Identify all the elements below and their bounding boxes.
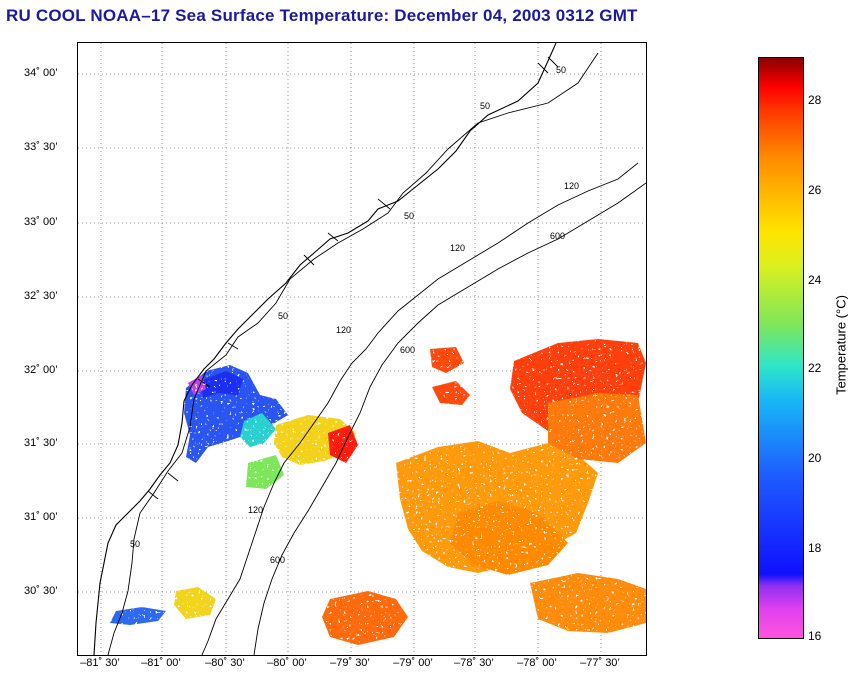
cold-water-core <box>200 371 243 398</box>
lat-label: 34˚ 00’ <box>24 67 58 79</box>
lon-label: –79˚ 00’ <box>393 657 433 669</box>
colorbar-label: Temperature (°C) <box>833 295 849 395</box>
small-red-patch <box>432 381 470 405</box>
isobath-label: 120 <box>450 243 465 253</box>
lon-label: –77˚ 30’ <box>580 657 620 669</box>
south-yellow-patch <box>174 587 216 619</box>
colorbar-tick: 20 <box>808 451 822 465</box>
lon-label: –79˚ 30’ <box>330 657 370 669</box>
lat-label: 33˚ 00’ <box>24 216 58 228</box>
east-orange-core <box>450 501 568 575</box>
lat-label: 32˚ 30’ <box>24 290 58 302</box>
temperature-colorbar <box>758 57 804 639</box>
small-red-patch-2 <box>430 347 464 373</box>
south-blue-patch <box>110 607 166 625</box>
isobath-label: 600 <box>550 231 565 241</box>
isobath-labels: 50 50 50 50 120 120 120 120 600 600 600 … <box>130 65 579 565</box>
lat-label: 32˚ 00’ <box>24 364 58 376</box>
coastline <box>93 43 557 655</box>
lat-label: 30˚ 30’ <box>24 585 58 597</box>
isobath-label: 50 <box>480 101 490 111</box>
isobath-label: 50 <box>130 539 140 549</box>
colorbar-tick: 16 <box>808 629 822 643</box>
isobath-600 <box>253 182 646 655</box>
colorbar-tick: 18 <box>808 541 822 555</box>
isobath-label: 120 <box>564 181 579 191</box>
cold-water-magenta <box>188 375 206 395</box>
lat-label: 31˚ 00’ <box>24 511 58 523</box>
isobath-label: 50 <box>278 311 288 321</box>
northeast-orange-patch <box>548 393 646 463</box>
isobath-120 <box>201 162 639 655</box>
isobath-label: 600 <box>400 345 415 355</box>
lon-label: –80˚ 30’ <box>205 657 245 669</box>
cyan-transition-patch <box>240 413 276 447</box>
colorbar-tick: 24 <box>808 273 822 287</box>
lon-label: –78˚ 00’ <box>517 657 557 669</box>
red-hotspot <box>328 425 358 463</box>
colorbar-tick: 26 <box>808 183 822 197</box>
colorbar-tick: 28 <box>808 93 822 107</box>
sst-map[interactable]: 50 50 50 50 120 120 120 120 600 600 600 … <box>77 42 647 656</box>
colorbar-tick: 22 <box>808 361 822 375</box>
isobath-label: 120 <box>248 505 263 515</box>
isobath-50 <box>107 52 599 655</box>
lon-label: –81˚ 00’ <box>141 657 181 669</box>
lat-label: 33˚ 30’ <box>24 141 58 153</box>
isobath-label: 120 <box>336 325 351 335</box>
isobath-label: 50 <box>556 65 566 75</box>
lon-label: –80˚ 00’ <box>267 657 307 669</box>
isobath-label: 50 <box>404 211 414 221</box>
lat-label: 31˚ 30’ <box>24 437 58 449</box>
lon-label: –81˚ 30’ <box>80 657 120 669</box>
sst-map-canvas: 50 50 50 50 120 120 120 120 600 600 600 … <box>78 43 646 655</box>
green-patch <box>246 455 284 489</box>
isobath-label: 600 <box>270 555 285 565</box>
south-orange-patch <box>322 591 408 645</box>
lon-label: –78˚ 30’ <box>454 657 494 669</box>
map-grid <box>78 43 646 655</box>
southeast-orange-patch <box>530 573 646 633</box>
chart-title: RU COOL NOAA–17 Sea Surface Temperature:… <box>6 6 638 25</box>
sst-data <box>110 339 646 645</box>
